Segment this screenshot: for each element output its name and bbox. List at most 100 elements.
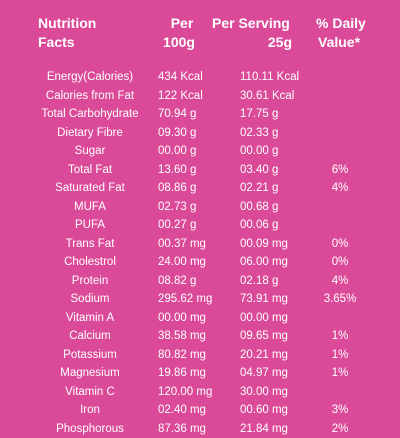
header-per-line1: Per — [164, 14, 200, 33]
per-serving-value: 73.91 mg — [240, 290, 288, 309]
per-100g-value: 295.62 mg — [158, 290, 212, 309]
header-title-line2: Facts — [38, 33, 96, 52]
nutrient-name: MUFA — [20, 198, 160, 217]
nutrient-name: Protein — [20, 272, 160, 291]
nutrient-name: Phosphorous — [20, 420, 160, 438]
per-100g-value: 434 Kcal — [158, 68, 203, 87]
per-100g-value: 13.60 g — [158, 161, 196, 180]
header-dv-line2: Value* — [316, 33, 368, 52]
per-serving-value: 00.09 mg — [240, 235, 288, 254]
per-100g-value: 80.82 mg — [158, 346, 206, 365]
per-serving-value: 17.75 g — [240, 105, 278, 124]
per-100g-value: 00.37 mg — [158, 235, 206, 254]
header-daily-value: % Daily Value* — [316, 14, 368, 52]
daily-value-percent: 3.65% — [300, 290, 380, 309]
nutrient-name: Cholestrol — [20, 253, 160, 272]
nutrient-name: Dietary Fibre — [20, 124, 160, 143]
per-serving-value: 30.00 mg — [240, 383, 288, 402]
daily-value-percent: 4% — [300, 272, 380, 291]
daily-value-percent: 4% — [300, 179, 380, 198]
header-per-100g: Per 100g — [164, 14, 200, 52]
per-serving-value: 00.60 mg — [240, 401, 288, 420]
per-100g-value: 09.30 g — [158, 124, 196, 143]
daily-value-percent: 3% — [300, 401, 380, 420]
nutrient-name: Trans Fat — [20, 235, 160, 254]
nutrient-name: Vitamin C — [20, 383, 160, 402]
per-100g-value: 02.40 mg — [158, 401, 206, 420]
daily-value-percent: 2% — [300, 420, 380, 438]
nutrient-name: Potassium — [20, 346, 160, 365]
per-serving-value: 110.11 Kcal — [240, 68, 299, 87]
nutrient-name: Total Fat — [20, 161, 160, 180]
header-dv-line1: % Daily — [316, 14, 368, 33]
header-serving-line2: 25g — [212, 33, 292, 52]
per-serving-value: 09.65 mg — [240, 327, 288, 346]
nutrient-name: Calories from Fat — [20, 87, 160, 106]
daily-value-percent: 1% — [300, 327, 380, 346]
daily-value-percent: 0% — [300, 235, 380, 254]
per-100g-value: 08.86 g — [158, 179, 196, 198]
daily-value-percent: 6% — [300, 161, 380, 180]
nutrient-name: Iron — [20, 401, 160, 420]
per-serving-value: 06.00 mg — [240, 253, 288, 272]
daily-value-percent: 1% — [300, 346, 380, 365]
per-100g-value: 87.36 mg — [158, 420, 206, 438]
per-100g-value: 120.00 mg — [158, 383, 212, 402]
header-title: Nutrition Facts — [38, 14, 96, 52]
per-serving-value: 00.00 mg — [240, 309, 288, 328]
nutrient-row: Energy(Calories)434 Kcal 110.11 Kcal — [0, 68, 400, 87]
nutrient-name: Vitamin A — [20, 309, 160, 328]
per-100g-value: 00.27 g — [158, 216, 196, 235]
header-title-line1: Nutrition — [38, 14, 96, 33]
nutrient-name: Sodium — [20, 290, 160, 309]
per-100g-value: 19.86 mg — [158, 364, 206, 383]
per-100g-value: 70.94 g — [158, 105, 196, 124]
nutrient-name: Sugar — [20, 142, 160, 161]
header-serving-line1: Per Serving — [212, 14, 292, 33]
per-serving-value: 04.97 mg — [240, 364, 288, 383]
per-serving-value: 02.18 g — [240, 272, 278, 291]
daily-value-percent: 0% — [300, 253, 380, 272]
per-serving-value: 21.84 mg — [240, 420, 288, 438]
nutrient-table: Energy(Calories)434 Kcal 110.11 Kcal Calor… — [0, 68, 400, 438]
nutrient-name: Calcium — [20, 327, 160, 346]
per-100g-value: 122 Kcal — [158, 87, 203, 106]
nutrient-name: PUFA — [20, 216, 160, 235]
per-100g-value: 38.58 mg — [158, 327, 206, 346]
nutrient-name: Total Carbohydrate — [20, 105, 160, 124]
daily-value-percent: 1% — [300, 364, 380, 383]
nutrient-name: Saturated Fat — [20, 179, 160, 198]
per-serving-value: 00.00 g — [240, 142, 278, 161]
per-serving-value: 02.33 g — [240, 124, 278, 143]
per-100g-value: 00.00 g — [158, 142, 196, 161]
nutrient-name: Magnesium — [20, 364, 160, 383]
header-per-serving: Per Serving 25g — [212, 14, 292, 52]
per-serving-value: 00.06 g — [240, 216, 278, 235]
per-100g-value: 24.00 mg — [158, 253, 206, 272]
per-100g-value: 08.82 g — [158, 272, 196, 291]
per-serving-value: 00.68 g — [240, 198, 278, 217]
per-serving-value: 02.21 g — [240, 179, 278, 198]
per-serving-value: 30.61 Kcal — [240, 87, 294, 106]
nutrient-name: Energy(Calories) — [20, 68, 160, 87]
per-100g-value: 00.00 mg — [158, 309, 206, 328]
per-serving-value: 20.21 mg — [240, 346, 288, 365]
header-per-line2: 100g — [158, 33, 200, 52]
